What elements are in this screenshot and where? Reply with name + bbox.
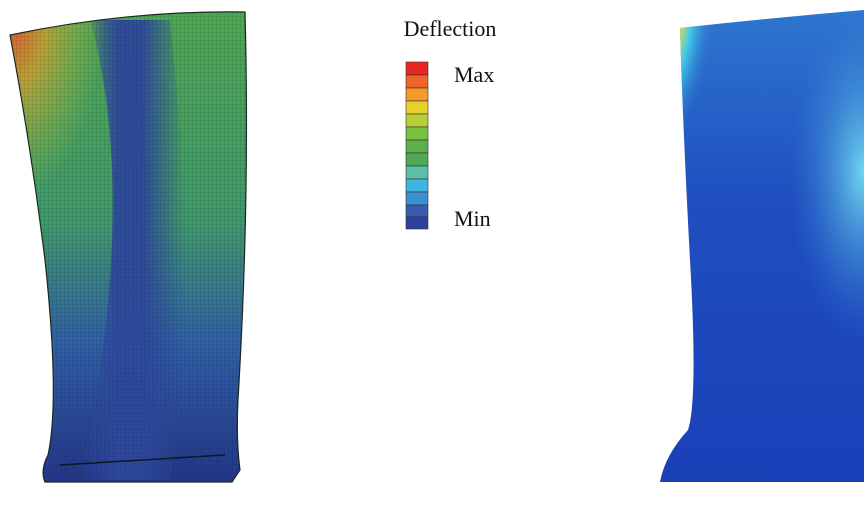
color-bar <box>406 62 428 229</box>
legend-min: Min <box>454 206 491 231</box>
page: Deflection Max Min (() => { const data =… <box>0 0 864 507</box>
legend-max: Max <box>454 62 494 87</box>
legend-title: Deflection <box>404 16 497 41</box>
legend: Deflection Max Min <box>404 16 497 231</box>
figure: Deflection Max Min <box>0 0 864 507</box>
left-blade <box>0 0 260 490</box>
right-blade <box>650 0 864 490</box>
